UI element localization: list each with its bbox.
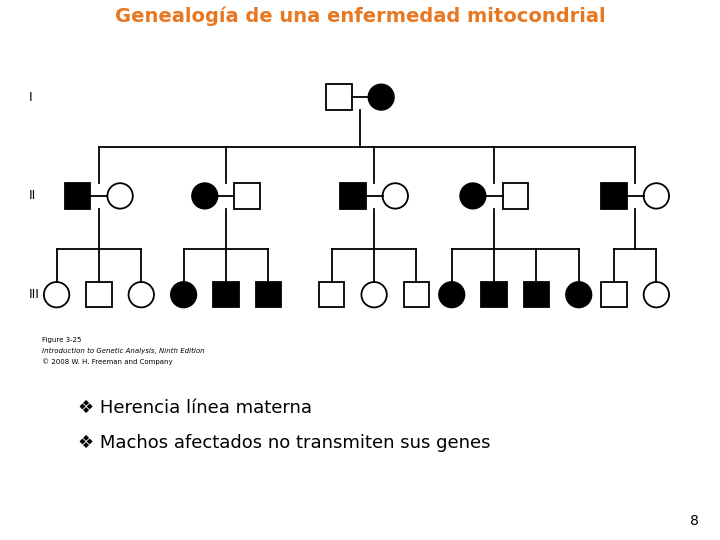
Circle shape <box>129 282 154 307</box>
Bar <box>86 282 112 307</box>
Text: ❖ Herencia línea materna: ❖ Herencia línea materna <box>78 399 312 416</box>
Bar <box>65 183 91 208</box>
Bar <box>213 282 238 307</box>
Bar <box>503 183 528 208</box>
Text: © 2008 W. H. Freeman and Company: © 2008 W. H. Freeman and Company <box>42 358 173 365</box>
Bar <box>235 183 260 208</box>
Circle shape <box>439 282 464 307</box>
Text: Figure 3-25: Figure 3-25 <box>42 337 82 343</box>
Circle shape <box>44 282 69 307</box>
Bar <box>319 282 344 307</box>
Circle shape <box>361 282 387 307</box>
Text: I: I <box>28 91 32 104</box>
Circle shape <box>192 183 217 208</box>
Circle shape <box>460 183 485 208</box>
Bar <box>601 183 626 208</box>
Text: Genealogía de una enfermedad mitocondrial: Genealogía de una enfermedad mitocondria… <box>114 6 606 26</box>
Bar <box>482 282 507 307</box>
Circle shape <box>382 183 408 208</box>
Bar <box>341 183 366 208</box>
Text: 8: 8 <box>690 514 698 528</box>
Circle shape <box>171 282 197 307</box>
Circle shape <box>644 183 669 208</box>
Text: II: II <box>28 190 35 202</box>
Text: ❖ Machos afectados no transmiten sus genes: ❖ Machos afectados no transmiten sus gen… <box>78 434 490 452</box>
Bar <box>404 282 429 307</box>
Bar <box>326 84 351 110</box>
Circle shape <box>107 183 132 208</box>
Text: III: III <box>28 288 40 301</box>
Bar <box>523 282 549 307</box>
Bar <box>601 282 626 307</box>
Circle shape <box>644 282 669 307</box>
Circle shape <box>369 84 394 110</box>
Text: Introduction to Genetic Analysis, Ninth Edition: Introduction to Genetic Analysis, Ninth … <box>42 348 205 354</box>
Bar <box>256 282 281 307</box>
Circle shape <box>566 282 591 307</box>
